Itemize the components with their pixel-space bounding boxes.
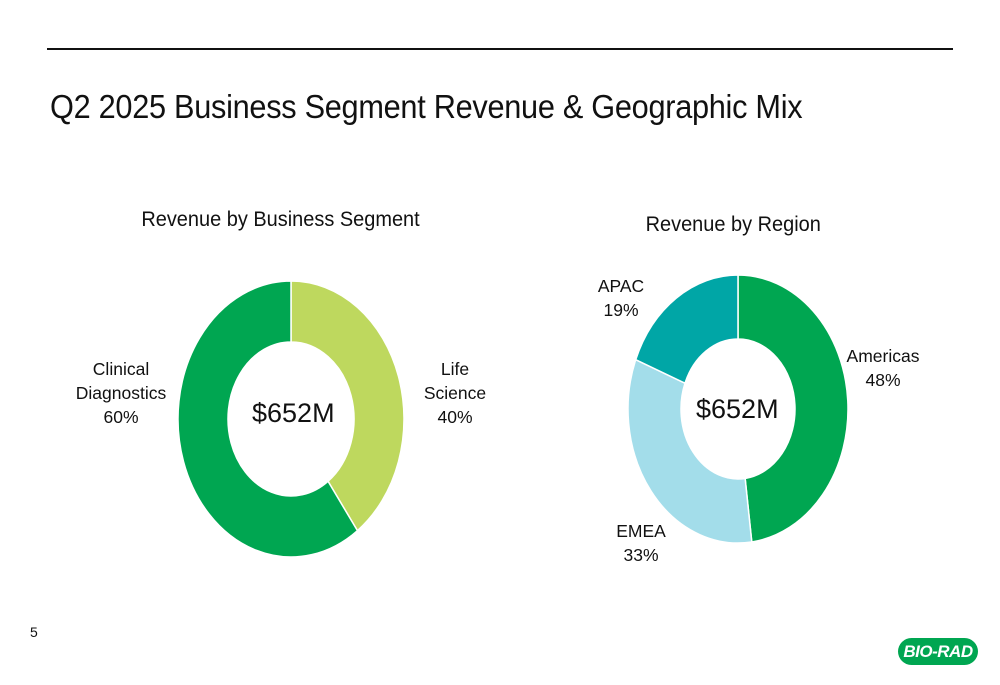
label-value: 19% — [603, 300, 639, 320]
label-value: 48% — [865, 370, 901, 390]
center-label-region: $652M — [696, 394, 779, 424]
slice-life — [290, 280, 405, 532]
center-label-segment: $652M — [252, 398, 335, 428]
slice-clinical — [177, 280, 359, 558]
label-name: Life — [440, 359, 470, 379]
page-title: Q2 2025 Business Segment Revenue & Geogr… — [50, 88, 803, 125]
data-label-life-science: Life Science 40% — [420, 357, 490, 429]
header-rule — [47, 48, 953, 50]
label-name: Diagnostics — [75, 383, 167, 403]
label-name: EMEA — [616, 521, 666, 541]
bio-rad-logo: BIO-RAD — [898, 638, 978, 665]
label-name: Science — [423, 383, 487, 403]
chart-title-segment: Revenue by Business Segment — [141, 208, 420, 231]
slice-apac — [634, 274, 739, 385]
page-number: 5 — [30, 624, 38, 640]
slice-americas — [737, 274, 849, 543]
data-label-americas: Americas 48% — [838, 344, 928, 392]
label-value: 60% — [103, 407, 139, 427]
data-label-apac: APAC 19% — [586, 274, 656, 322]
label-value: 40% — [437, 407, 473, 427]
data-label-clinical-diagnostics: Clinical Diagnostics 60% — [68, 357, 174, 429]
data-label-emea: EMEA 33% — [606, 519, 676, 567]
label-name: APAC — [597, 276, 645, 296]
chart-title-region: Revenue by Region — [645, 213, 821, 236]
label-value: 33% — [623, 545, 659, 565]
label-name: Americas — [846, 346, 920, 366]
label-name: Clinical — [92, 359, 150, 379]
slice-emea — [627, 358, 753, 544]
